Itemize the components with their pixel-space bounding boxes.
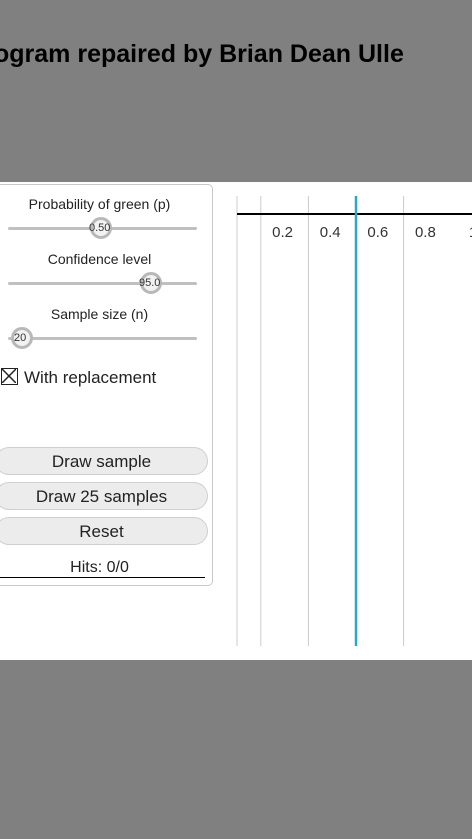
sample-size-slider-track[interactable] <box>8 337 197 340</box>
x-tick-label-2: 0.6 <box>367 224 388 241</box>
hits-counter: Hits: 0/0 <box>70 559 129 576</box>
confidence-slider-track[interactable] <box>8 282 197 285</box>
hits-underline <box>0 577 205 578</box>
with-replacement-checkbox[interactable] <box>1 368 18 385</box>
x-tick-label-3: 0.8 <box>415 224 436 241</box>
draw-25-samples-button[interactable]: Draw 25 samples <box>0 482 208 510</box>
confidence-slider-knob[interactable] <box>140 272 162 294</box>
probability-slider-knob[interactable] <box>90 217 112 239</box>
confidence-label: Confidence level <box>47 251 152 267</box>
sample-size-slider-knob[interactable] <box>11 327 33 349</box>
with-replacement-label: With replacement <box>24 368 157 387</box>
draw-sample-button[interactable]: Draw sample <box>0 447 208 475</box>
x-tick-label-1: 0.4 <box>320 224 341 241</box>
reset-button[interactable]: Reset <box>0 517 208 545</box>
sample-size-value: 20 <box>14 332 27 344</box>
sample-size-label: Sample size (n) <box>50 306 149 322</box>
probability-label: Probability of green (p) <box>28 196 171 212</box>
main-area: Probability of green (p) 0.50 Confidence… <box>0 182 472 660</box>
probability-value: 0.50 <box>89 222 111 234</box>
x-tick-label-4: 1 <box>469 224 472 241</box>
confidence-value: 95.0 <box>139 277 161 289</box>
x-tick-label-0: 0.2 <box>272 224 293 241</box>
check-x-icon <box>2 369 16 383</box>
page-title: ogram repaired by Brian Dean Ulle <box>0 40 404 68</box>
sampling-chart: 0.2 0.4 0.6 0.8 1 <box>236 196 472 646</box>
control-panel: Probability of green (p) 0.50 Confidence… <box>0 184 213 586</box>
